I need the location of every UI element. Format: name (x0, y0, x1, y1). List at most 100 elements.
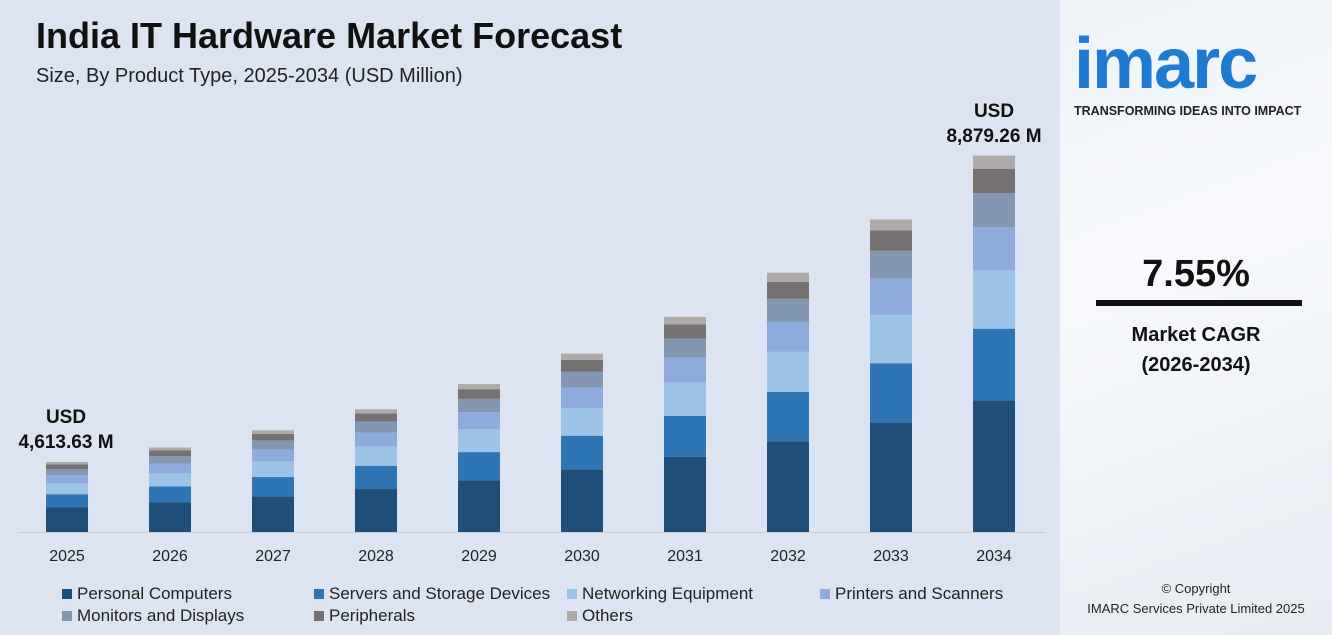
legend-item: Monitors and Displays (62, 606, 314, 626)
bar-segment-2034-others (973, 155, 1015, 169)
bar-segment-2028-servers-and-storage-devices (355, 465, 397, 490)
bar-segment-2031-monitors-and-displays (664, 338, 706, 358)
imarc-logo: imarc (1074, 24, 1258, 104)
x-tick-label: 2027 (255, 548, 291, 565)
legend-swatch (567, 589, 577, 599)
bar-segment-2029-monitors-and-displays (458, 398, 500, 413)
bar-segment-2025-monitors-and-displays (46, 468, 88, 476)
x-tick-label: 2028 (358, 548, 394, 565)
bar-segment-2030-networking-equipment (561, 408, 603, 436)
bar-segment-2032-networking-equipment (767, 351, 809, 393)
bar-segment-2030-printers-and-scanners (561, 387, 603, 409)
bar-segment-2026-monitors-and-displays (149, 455, 191, 464)
legend-item: Others (567, 606, 820, 626)
tagline: TRANSFORMING IDEAS INTO IMPACT (1074, 104, 1302, 118)
bar-segment-2028-others (355, 409, 397, 414)
copyright: © Copyright IMARC Services Private Limite… (1060, 579, 1332, 619)
legend-swatch (314, 589, 324, 599)
bar-segment-2034-peripherals (973, 168, 1015, 194)
bar-segment-2030-servers-and-storage-devices (561, 435, 603, 470)
annotation-line: USD (973, 101, 1015, 122)
legend-label: Monitors and Displays (77, 606, 245, 625)
bar-segment-2033-monitors-and-displays (870, 250, 912, 279)
x-tick-label: 2034 (976, 548, 1012, 565)
x-tick-label: 2032 (770, 548, 806, 565)
x-tick-label: 2029 (461, 548, 497, 565)
bar-segment-2033-peripherals (870, 230, 912, 251)
legend-item: Peripherals (314, 606, 567, 626)
annotation-2025: USD 4,613.63 M (8, 405, 124, 455)
company-name: IMARC Services Private Limited 2025 (1087, 601, 1305, 616)
bar-segment-2027-others (252, 430, 294, 434)
bar-segment-2025-personal-computers (46, 507, 88, 532)
bar-segment-2032-others (767, 272, 809, 282)
chart-title: India IT Hardware Market Forecast (36, 15, 623, 56)
copyright-text: © Copyright (1161, 581, 1231, 596)
bar-segment-2029-servers-and-storage-devices (458, 452, 500, 481)
bar-segment-2034-monitors-and-displays (973, 193, 1015, 228)
bar-segment-2033-networking-equipment (870, 314, 912, 364)
bar-segment-2031-personal-computers (664, 456, 706, 532)
cagr-value: 7.55% (1142, 253, 1250, 295)
bar-segment-2029-others (458, 384, 500, 390)
bar-segment-2025-networking-equipment (46, 483, 88, 495)
cagr-label: Market CAGR (2026-2034) (1060, 320, 1332, 380)
bar-segment-2033-others (870, 219, 912, 231)
bar-segment-2029-personal-computers (458, 480, 500, 532)
bar-segment-2026-servers-and-storage-devices (149, 486, 191, 503)
bar-segment-2034-personal-computers (973, 400, 1015, 532)
legend-item: Personal Computers (62, 584, 314, 604)
annotation-line: USD (45, 407, 87, 428)
bar-segment-2026-printers-and-scanners (149, 463, 191, 474)
bar-segment-2028-monitors-and-displays (355, 421, 397, 433)
x-tick-label: 2033 (873, 548, 909, 565)
bar-segment-2026-peripherals (149, 450, 191, 456)
bar-segment-2030-personal-computers (561, 469, 603, 532)
bar-segment-2025-others (46, 462, 88, 465)
bar-segment-2032-servers-and-storage-devices (767, 392, 809, 442)
cagr-label-text: Market CAGR (1131, 324, 1261, 346)
bar-segment-2034-networking-equipment (973, 270, 1015, 329)
bar-segment-2025-peripherals (46, 464, 88, 469)
bar-segment-2025-printers-and-scanners (46, 475, 88, 484)
bar-segment-2026-personal-computers (149, 502, 191, 532)
bar-segment-2031-printers-and-scanners (664, 357, 706, 383)
legend-swatch (820, 589, 830, 599)
bar-segment-2027-servers-and-storage-devices (252, 477, 294, 497)
legend-item: Servers and Storage Devices (314, 584, 567, 604)
legend-label: Peripherals (329, 606, 415, 625)
bar-segment-2033-servers-and-storage-devices (870, 363, 912, 423)
legend: Personal Computers Servers and Storage De… (62, 584, 1052, 626)
bar-segment-2027-personal-computers (252, 496, 294, 532)
bar-segment-2025-servers-and-storage-devices (46, 494, 88, 508)
bar-segment-2030-others (561, 353, 603, 360)
divider (1096, 300, 1302, 306)
brand-panel: imarc TRANSFORMING IDEAS INTO IMPACT 7.5… (1060, 0, 1332, 635)
annotation-2034: USD 8,879.26 M (932, 99, 1056, 149)
bar-segment-2030-monitors-and-displays (561, 371, 603, 388)
bar-segment-2029-networking-equipment (458, 429, 500, 453)
bar-segment-2032-printers-and-scanners (767, 322, 809, 352)
legend-swatch (314, 611, 324, 621)
bar-segment-2030-peripherals (561, 359, 603, 372)
bar-segment-2032-personal-computers (767, 441, 809, 532)
x-tick-label: 2026 (152, 548, 188, 565)
bar-segment-2028-networking-equipment (355, 446, 397, 466)
x-tick-label: 2031 (667, 548, 703, 565)
bar-segment-2028-peripherals (355, 413, 397, 422)
chart-subtitle: Size, By Product Type, 2025-2034 (USD Mi… (36, 65, 463, 87)
bar-segment-2031-servers-and-storage-devices (664, 415, 706, 457)
legend-item: Networking Equipment (567, 584, 820, 604)
legend-swatch (62, 589, 72, 599)
bar-segment-2034-servers-and-storage-devices (973, 328, 1015, 401)
legend-label: Servers and Storage Devices (329, 584, 551, 603)
bar-segment-2033-personal-computers (870, 422, 912, 532)
x-tick-label: 2025 (49, 548, 85, 565)
bar-segment-2027-monitors-and-displays (252, 440, 294, 450)
bar-segment-2027-printers-and-scanners (252, 449, 294, 462)
bar-segment-2031-peripherals (664, 324, 706, 339)
bar-chart: 2025 2026 2027 2028 2029 2030 2031 2032 2033 2034 (18, 155, 1045, 565)
x-tick-label: 2030 (564, 548, 600, 565)
annotation-value: 4,613.63 M (18, 432, 114, 453)
bar-segment-2029-printers-and-scanners (458, 412, 500, 430)
